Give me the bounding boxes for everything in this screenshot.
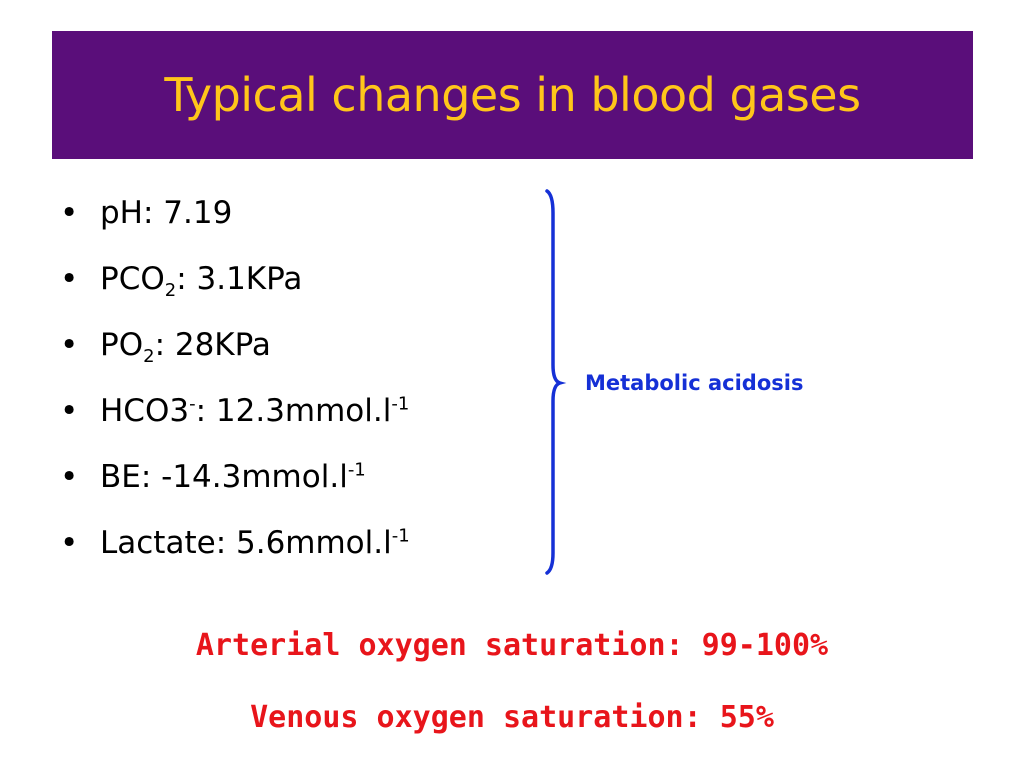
bullet-text: PO2: 28KPa <box>100 320 271 370</box>
bullet-dot: • <box>60 327 79 363</box>
bullet-dot: • <box>60 459 79 495</box>
arterial-saturation: Arterial oxygen saturation: 99-100% <box>195 628 829 663</box>
title-bar: Typical changes in blood gases <box>52 31 973 159</box>
bullet-suffix: : 28KPa <box>154 327 271 363</box>
bullet-text: pH: 7.19 <box>100 188 232 238</box>
bullet-text: BE: -14.3mmol.l-1 <box>100 452 366 502</box>
bullet-subscript: 2 <box>143 346 155 368</box>
bullet-prefix: BE: -14.3mmol.l <box>100 459 348 495</box>
bullet-text: HCO3-: 12.3mmol.l-1 <box>100 386 409 436</box>
bracket-path <box>545 189 567 575</box>
bullet-subscript: 2 <box>164 280 177 302</box>
bullet-superscript: -1 <box>347 459 366 481</box>
bullet-dot: • <box>60 195 79 231</box>
venous-saturation: Venous oxygen saturation: 55% <box>250 700 774 735</box>
right-curly-bracket <box>545 189 567 575</box>
bullet-value: 7.19 <box>163 195 233 231</box>
bullet-middle: : 12.3mmol.l <box>195 393 392 429</box>
bullet-superscript: -1 <box>391 525 410 547</box>
bullet-prefix: HCO3 <box>100 393 190 429</box>
bullet-label: pH: <box>100 195 164 231</box>
bullet-dot: • <box>60 525 79 561</box>
bullet-dot: • <box>60 393 79 429</box>
bullet-text: PCO2: 3.1KPa <box>100 254 302 304</box>
bullet-text: Lactate: 5.6mmol.l-1 <box>100 518 410 568</box>
slide-title: Typical changes in blood gases <box>164 68 861 122</box>
bullet-prefix: Lactate: 5.6mmol.l <box>100 525 392 561</box>
bullet-dot: • <box>60 261 79 297</box>
bullet-superscript: - <box>189 393 196 415</box>
metabolic-acidosis-label: Metabolic acidosis <box>585 371 804 395</box>
bullet-prefix: PCO <box>100 261 165 297</box>
bullet-prefix: PO <box>100 327 144 363</box>
bullet-suffix: : 3.1KPa <box>176 261 303 297</box>
bullet-superscript: -1 <box>391 393 410 415</box>
